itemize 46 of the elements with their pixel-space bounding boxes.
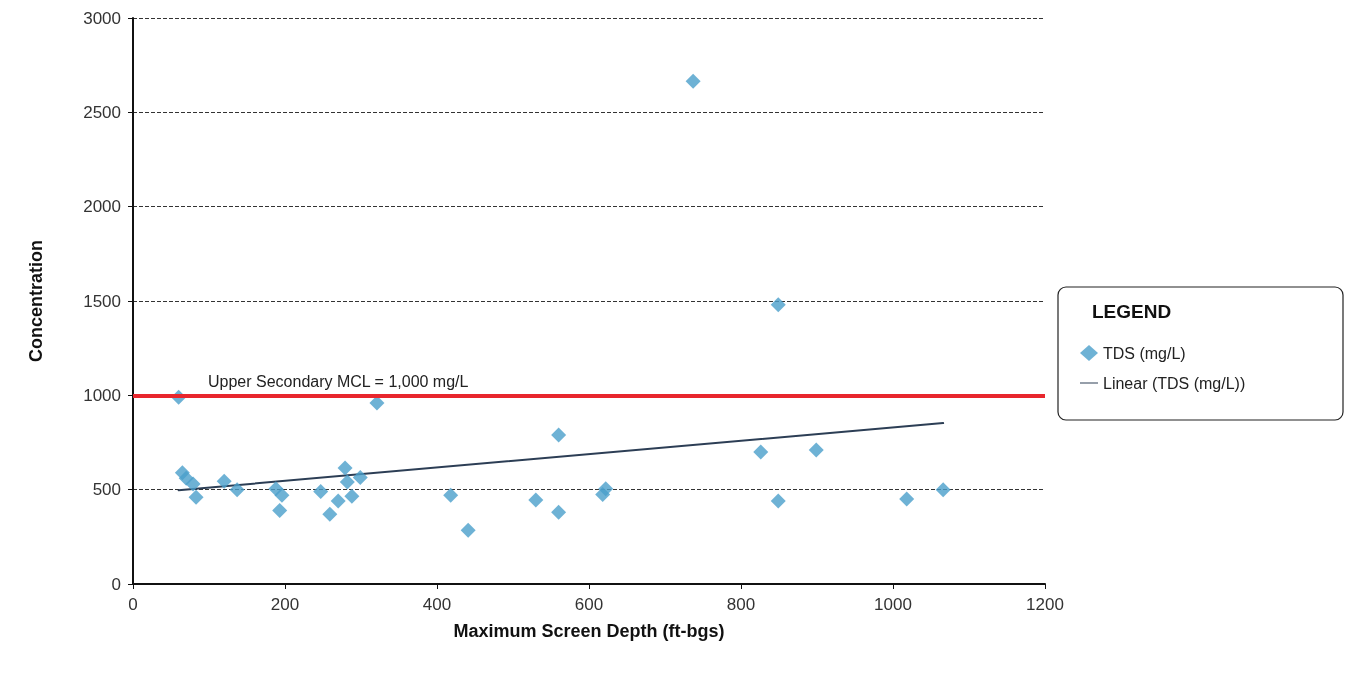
point <box>339 474 355 490</box>
point <box>935 482 951 498</box>
point <box>899 491 915 507</box>
point <box>322 506 338 522</box>
point <box>216 473 232 489</box>
x-tick-label: 600 <box>574 595 604 614</box>
point <box>337 460 353 476</box>
point <box>460 522 476 538</box>
point <box>330 493 346 509</box>
x-axis-title: Maximum Screen Depth (ft-bgs) <box>453 621 725 641</box>
point <box>188 489 204 505</box>
x-tick-label: 200 <box>270 595 300 614</box>
point <box>598 481 614 497</box>
point <box>551 427 567 443</box>
point <box>272 502 288 518</box>
y-axis-title: Concentration <box>26 239 46 363</box>
x-tick-label: 0 <box>128 595 138 614</box>
legend-title: LEGEND <box>1092 301 1172 322</box>
point <box>551 504 567 520</box>
x-tick-label: 1200 <box>1026 595 1064 614</box>
point <box>274 487 290 503</box>
point <box>443 487 459 503</box>
point <box>313 484 329 500</box>
point <box>344 488 360 504</box>
y-tick-label: 3000 <box>83 8 121 28</box>
y-tick-label: 2500 <box>83 102 121 122</box>
x-tick-label: 1000 <box>874 595 912 614</box>
legend-label: Linear (TDS (mg/L)) <box>1103 374 1246 392</box>
point <box>528 492 544 508</box>
point <box>770 297 786 313</box>
point <box>185 476 201 492</box>
point <box>770 493 786 509</box>
y-tick-label: 1000 <box>83 385 121 405</box>
point <box>685 73 701 89</box>
y-tick-label: 1500 <box>83 291 121 311</box>
point <box>753 444 769 460</box>
point <box>808 442 824 458</box>
x-tick-label: 800 <box>726 595 756 614</box>
legend-label: TDS (mg/L) <box>1103 344 1186 362</box>
x-tick-label: 400 <box>422 595 452 614</box>
y-tick-label: 2000 <box>83 197 121 217</box>
point <box>352 469 368 485</box>
y-tick-label: 500 <box>92 480 121 500</box>
point <box>229 482 245 498</box>
ref-line-label: Upper Secondary MCL = 1,000 mg/L <box>208 372 469 390</box>
y-tick-label: 0 <box>111 574 121 594</box>
